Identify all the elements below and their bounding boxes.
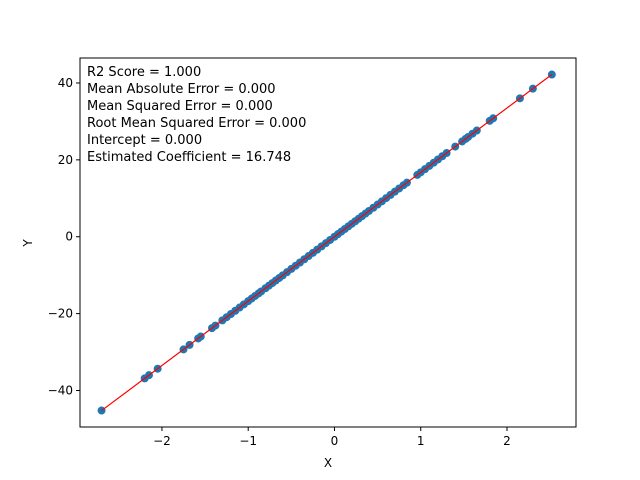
annotation-r2: R2 Score = 1.000 [87,65,201,80]
x-tick-label: 0 [331,434,339,448]
annotation-rmse: Root Mean Squared Error = 0.000 [87,116,306,131]
y-axis-ticks: −40 −20 0 20 40 [48,76,80,397]
annotation-coefficient: Estimated Coefficient = 16.748 [87,150,291,165]
y-axis-label: Y [21,239,35,248]
y-tick-label: 0 [65,230,73,244]
y-tick-label: −20 [48,307,73,321]
x-tick-label: −2 [153,434,171,448]
annotation-mae: Mean Absolute Error = 0.000 [87,82,276,97]
annotation-intercept: Intercept = 0.000 [87,133,202,148]
y-tick-label: 40 [58,76,73,90]
annotation-mse: Mean Squared Error = 0.000 [87,99,273,114]
regression-line [101,74,553,412]
metrics-annotations: R2 Score = 1.000 Mean Absolute Error = 0… [87,65,306,165]
x-axis-label: X [324,456,332,470]
y-tick-label: 20 [58,153,73,167]
plot-frame [79,57,577,428]
x-tick-label: 1 [417,434,425,448]
y-tick-label: −40 [48,383,73,397]
x-tick-label: −1 [239,434,257,448]
x-axis-ticks: −2 −1 0 1 2 [153,427,511,448]
fit-line-overlay [101,74,553,412]
x-tick-label: 2 [503,434,511,448]
